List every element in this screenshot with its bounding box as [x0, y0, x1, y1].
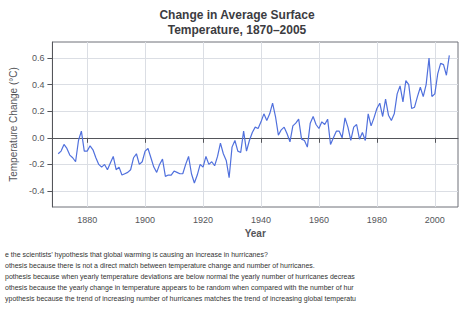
svg-text:1980: 1980 — [367, 215, 387, 225]
svg-text:1960: 1960 — [309, 215, 329, 225]
svg-text:0.6: 0.6 — [32, 53, 45, 63]
svg-text:othesis because there is not a: othesis because there is not a direct ma… — [5, 262, 315, 270]
svg-text:Temperature Change (°C): Temperature Change (°C) — [8, 67, 19, 182]
svg-text:pothesis because when yearly t: pothesis because when yearly temperature… — [5, 273, 355, 281]
svg-text:Temperature, 1870–2005: Temperature, 1870–2005 — [168, 23, 307, 37]
svg-text:e the scientists’ hypothesis t: e the scientists’ hypothesis that global… — [5, 251, 268, 259]
svg-text:-0.4: -0.4 — [29, 186, 45, 196]
svg-text:othesis because the yearly cha: othesis because the yearly change in tem… — [5, 284, 354, 292]
svg-text:0.0: 0.0 — [32, 133, 45, 143]
svg-text:2000: 2000 — [425, 215, 445, 225]
svg-text:0.2: 0.2 — [32, 106, 45, 116]
svg-text:1940: 1940 — [251, 215, 271, 225]
svg-text:1900: 1900 — [135, 215, 155, 225]
svg-text:1880: 1880 — [77, 215, 97, 225]
svg-text:Change in Average Surface: Change in Average Surface — [159, 8, 314, 22]
svg-text:0.4: 0.4 — [32, 80, 45, 90]
svg-text:Year: Year — [245, 228, 266, 239]
svg-text:ypothesis because the trend of: ypothesis because the trend of increasin… — [5, 295, 356, 303]
svg-text:-0.2: -0.2 — [29, 159, 45, 169]
svg-text:1920: 1920 — [193, 215, 213, 225]
